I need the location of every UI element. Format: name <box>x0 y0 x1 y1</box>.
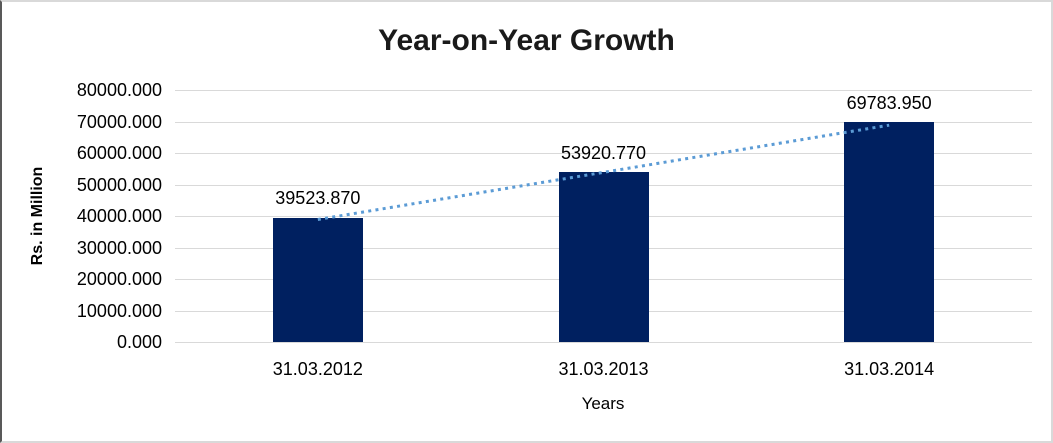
x-axis-title: Years <box>581 394 625 413</box>
gridline <box>175 90 1032 91</box>
gridline <box>175 153 1032 154</box>
bar <box>844 122 935 342</box>
y-tick-label: 50000.000 <box>76 174 162 195</box>
y-tick-label: 0.000 <box>116 332 162 352</box>
gridline <box>175 342 1032 343</box>
y-tick-label: 70000.000 <box>76 111 162 132</box>
bar-value-label: 39523.870 <box>275 188 361 209</box>
y-tick-label: 20000.000 <box>76 269 162 289</box>
x-tick-label: 31.03.2014 <box>844 359 935 379</box>
trendline <box>317 123 890 221</box>
y-tick-label: 60000.000 <box>76 143 162 163</box>
plot-area <box>175 90 1032 343</box>
chart-title: Year-on-Year Growth <box>378 24 675 57</box>
x-tick-label: 31.03.2012 <box>272 359 363 379</box>
x-tick-label: 31.03.2013 <box>558 359 649 379</box>
bar <box>558 172 649 342</box>
y-tick-label: 30000.000 <box>76 237 162 258</box>
bar <box>272 217 363 342</box>
bar-value-label: 53920.770 <box>560 143 647 164</box>
y-tick-label: 40000.000 <box>76 206 162 226</box>
trendline-dotted <box>317 123 890 221</box>
y-tick-label: 10000.000 <box>76 300 162 321</box>
gridline <box>175 121 1032 123</box>
bar-value-label: 69783.950 <box>846 93 932 114</box>
y-tick-label: 80000.000 <box>76 80 162 100</box>
